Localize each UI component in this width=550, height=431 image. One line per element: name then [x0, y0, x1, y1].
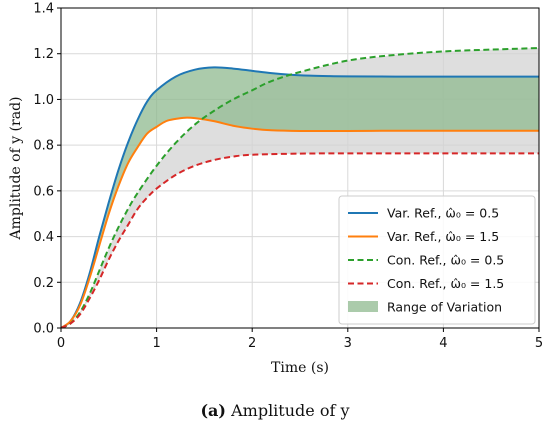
legend-swatch	[348, 301, 378, 312]
y-axis-label: Amplitude of y (rad)	[8, 97, 24, 241]
y-tick-label: 0.0	[33, 322, 54, 337]
x-tick-label: 0	[57, 336, 65, 351]
x-axis-label: Time (s)	[271, 360, 329, 376]
series-lines	[61, 47, 539, 328]
legend: Var. Ref., ω̂₀ = 0.5 Var. Ref., ω̂₀ = 1.5…	[338, 195, 536, 325]
legend-entry: Con. Ref., ω̂₀ = 1.5	[348, 276, 504, 291]
tick-labels: 0 1 2 3 4 5 0.0 0.2 0.4 0.6 0.8 1.0 1.2 1.4	[33, 2, 543, 352]
legend-label: Var. Ref., ω̂₀ = 1.5	[387, 229, 499, 244]
x-tick-label: 5	[535, 336, 543, 351]
series-line-1	[61, 66, 539, 328]
x-tick-label: 1	[152, 336, 160, 351]
x-tick-label: 2	[248, 336, 256, 351]
series-line-3	[61, 47, 539, 328]
bands	[61, 48, 539, 328]
caption-tag: (a)	[200, 401, 226, 420]
caption-text: Amplitude of y	[230, 401, 349, 420]
plot-frame	[60, 7, 540, 329]
legend-label: Con. Ref., ω̂₀ = 1.5	[387, 276, 504, 291]
legend-entry: Var. Ref., ω̂₀ = 0.5	[348, 206, 499, 221]
series-line-4	[61, 152, 539, 328]
y-tick-label: 1.4	[33, 2, 54, 17]
legend-entry: Var. Ref., ω̂₀ = 1.5	[348, 229, 499, 244]
variation-band	[61, 67, 539, 328]
series-line-2	[61, 116, 539, 328]
legend-label: Con. Ref., ω̂₀ = 0.5	[387, 253, 504, 268]
legend-entry: Con. Ref., ω̂₀ = 0.5	[348, 253, 504, 268]
y-tick-label: 0.4	[33, 230, 54, 245]
legend-label: Var. Ref., ω̂₀ = 0.5	[387, 206, 499, 221]
y-tick-label: 0.2	[33, 276, 54, 291]
axes	[60, 7, 540, 329]
figure-caption: (a) Amplitude of y	[200, 401, 349, 420]
y-tick-label: 0.6	[33, 184, 54, 199]
y-tick-label: 1.0	[33, 93, 54, 108]
legend-label: Range of Variation	[387, 300, 502, 315]
y-tick-label: 1.2	[33, 47, 54, 62]
legend-entry: Range of Variation	[348, 300, 502, 315]
x-tick-label: 3	[344, 336, 352, 351]
y-tick-label: 0.8	[33, 139, 54, 154]
x-tick-label: 4	[439, 336, 447, 351]
legend-box	[338, 195, 536, 325]
